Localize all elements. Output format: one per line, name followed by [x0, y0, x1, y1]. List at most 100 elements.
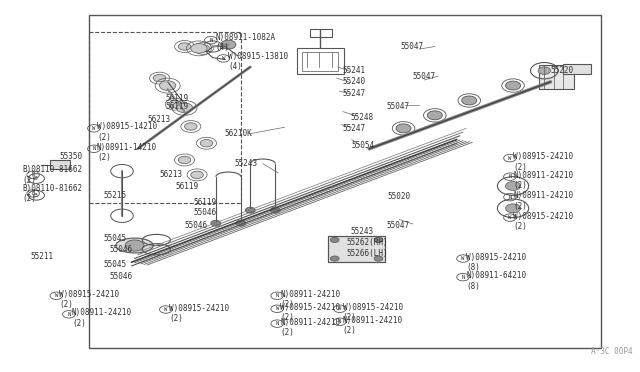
- Text: N: N: [508, 174, 511, 179]
- Text: B)08110-81662
(2): B)08110-81662 (2): [22, 184, 82, 203]
- Text: N)08911-14210
(2): N)08911-14210 (2): [97, 143, 157, 162]
- Bar: [50, 160, 70, 169]
- Text: N)08911-64210
(8): N)08911-64210 (8): [466, 271, 526, 291]
- Text: W: W: [276, 306, 279, 311]
- Circle shape: [221, 40, 236, 49]
- Text: 55047: 55047: [413, 72, 436, 81]
- Text: 55047: 55047: [387, 221, 410, 230]
- Text: 55350: 55350: [60, 152, 83, 161]
- Text: 55211: 55211: [30, 252, 53, 261]
- Text: N: N: [276, 321, 279, 326]
- Circle shape: [538, 67, 550, 74]
- Bar: [540, 65, 573, 89]
- Text: 55046: 55046: [194, 208, 217, 217]
- Circle shape: [461, 96, 477, 105]
- Text: B: B: [31, 191, 35, 196]
- Bar: [89, 32, 241, 203]
- Text: W)08915-24210
(8): W)08915-24210 (8): [466, 253, 526, 272]
- Text: N: N: [461, 275, 465, 280]
- Circle shape: [374, 256, 383, 261]
- Text: W: W: [164, 307, 168, 312]
- Text: 55247: 55247: [343, 124, 366, 133]
- Text: 55045: 55045: [103, 260, 126, 269]
- Text: W)08915-24210
(2): W)08915-24210 (2): [169, 304, 229, 323]
- Text: 55247: 55247: [343, 89, 366, 98]
- Text: 55241: 55241: [343, 66, 366, 75]
- Circle shape: [200, 140, 212, 147]
- Text: 55046: 55046: [109, 272, 132, 280]
- Text: W)08915-24210
(2): W)08915-24210 (2): [513, 212, 573, 231]
- Text: N)08911-1082A
(4): N)08911-1082A (4): [216, 33, 276, 52]
- Circle shape: [159, 81, 176, 90]
- Circle shape: [191, 44, 207, 53]
- Text: 56119: 56119: [194, 198, 217, 207]
- Text: 55240: 55240: [343, 77, 366, 86]
- Text: B: B: [31, 172, 35, 177]
- Text: W: W: [54, 293, 58, 298]
- Text: N)08911-24210
(2): N)08911-24210 (2): [72, 308, 132, 328]
- Text: N: N: [92, 146, 95, 151]
- Text: N: N: [209, 38, 212, 43]
- Text: W)08915-24210
(2): W)08915-24210 (2): [343, 303, 403, 322]
- Circle shape: [374, 237, 383, 243]
- Text: B: B: [34, 176, 38, 181]
- Bar: [328, 236, 385, 262]
- Text: B)08110-81662
(2): B)08110-81662 (2): [22, 165, 82, 185]
- Text: N: N: [508, 195, 511, 200]
- Circle shape: [236, 220, 246, 226]
- Circle shape: [506, 182, 520, 190]
- Text: W)08915-24210
(2): W)08915-24210 (2): [60, 290, 120, 309]
- Circle shape: [506, 204, 520, 213]
- Circle shape: [428, 111, 442, 120]
- Text: 56213: 56213: [159, 170, 182, 179]
- Text: N: N: [338, 319, 341, 324]
- Circle shape: [211, 220, 221, 226]
- Text: W)08915-13810
(4): W)08915-13810 (4): [228, 52, 289, 71]
- Text: B: B: [34, 193, 38, 198]
- Circle shape: [197, 45, 209, 52]
- Text: 56119: 56119: [166, 102, 189, 110]
- Text: W: W: [508, 215, 511, 220]
- Text: 55046: 55046: [184, 221, 208, 230]
- Text: 55047: 55047: [401, 42, 424, 51]
- Bar: [297, 48, 344, 74]
- Circle shape: [330, 237, 339, 243]
- Circle shape: [270, 207, 280, 213]
- Circle shape: [125, 240, 144, 251]
- Text: W)08915-24210
(2): W)08915-24210 (2): [280, 303, 340, 322]
- Text: 56119: 56119: [166, 94, 189, 103]
- Circle shape: [330, 256, 339, 261]
- Circle shape: [191, 171, 204, 179]
- Circle shape: [506, 81, 520, 90]
- Ellipse shape: [116, 238, 154, 253]
- Text: 55054: 55054: [351, 141, 375, 150]
- Bar: [310, 29, 332, 37]
- Text: N)08911-24210
(2): N)08911-24210 (2): [343, 316, 403, 335]
- Circle shape: [177, 103, 193, 113]
- Text: N: N: [67, 312, 70, 317]
- Circle shape: [169, 100, 181, 108]
- Bar: [89, 15, 600, 348]
- Text: W)08915-14210
(2): W)08915-14210 (2): [97, 122, 157, 142]
- Text: W: W: [461, 256, 465, 261]
- Text: 55262(RH): 55262(RH): [346, 238, 388, 247]
- Circle shape: [179, 156, 191, 164]
- Text: 55047: 55047: [387, 102, 410, 110]
- Text: 55045: 55045: [103, 234, 126, 243]
- Text: 55248: 55248: [350, 113, 374, 122]
- Text: 55220: 55220: [550, 66, 573, 75]
- Bar: [302, 52, 339, 71]
- Text: 56210K: 56210K: [224, 129, 252, 138]
- Text: 56119: 56119: [175, 182, 198, 190]
- Circle shape: [154, 74, 166, 82]
- Text: N)08911-24210
(2): N)08911-24210 (2): [280, 290, 340, 309]
- Text: 55266(LH): 55266(LH): [346, 249, 388, 258]
- Bar: [328, 236, 385, 262]
- Circle shape: [396, 124, 411, 133]
- Text: 55046: 55046: [109, 245, 132, 254]
- Text: W: W: [508, 155, 511, 161]
- Text: N)08911-24210
(2): N)08911-24210 (2): [280, 318, 340, 337]
- Text: 55020: 55020: [388, 192, 411, 201]
- Circle shape: [245, 207, 255, 213]
- Text: N)08911-24210
(2): N)08911-24210 (2): [513, 171, 573, 190]
